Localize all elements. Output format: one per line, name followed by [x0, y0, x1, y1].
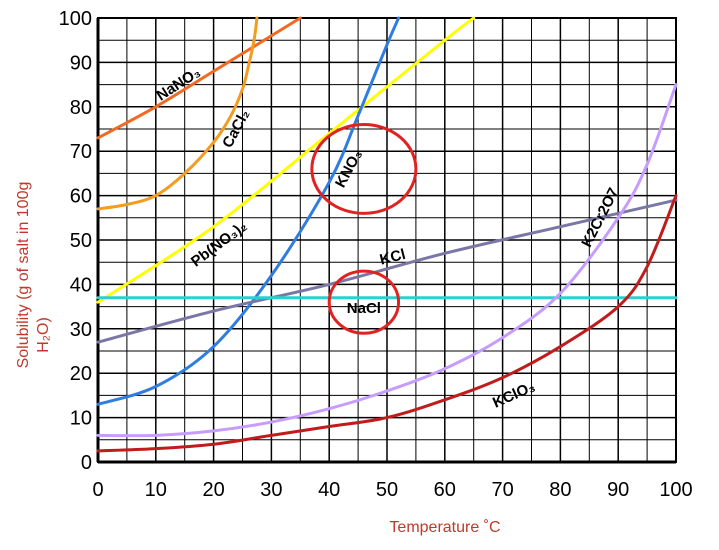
series-line-kcl: [96, 198, 678, 344]
y-tick-label: 80: [70, 97, 92, 119]
y-axis-title: Solubility (g of salt in 100g H₂O): [15, 182, 52, 369]
series-line-cacl2: [96, 16, 259, 211]
y-tick-label: 50: [70, 230, 92, 252]
x-tick-label: 30: [260, 479, 282, 501]
curve-label-kcl: KCl: [378, 246, 407, 269]
tick-labels: 0 10 20 30 40 50 60 70 80 90 100 0 10 20 30 40 50 60 70 80 9…: [59, 8, 693, 501]
highlight-circles: [310, 123, 418, 335]
x-tick-label: 60: [434, 479, 456, 501]
y-tick-label: 60: [70, 186, 92, 208]
series-lines: [96, 16, 678, 453]
x-tick-label: 90: [607, 479, 629, 501]
y-tick-label: 10: [70, 408, 92, 430]
x-tick-label: 70: [491, 479, 513, 501]
x-tick-label: 10: [145, 479, 167, 501]
x-tick-label: 50: [376, 479, 398, 501]
x-axis-title: Temperature ˚C: [389, 519, 500, 536]
y-tick-label: 100: [59, 8, 92, 30]
y-tick-label: 30: [70, 319, 92, 341]
series-line-kno3: [96, 16, 401, 406]
x-tick-label: 100: [659, 479, 692, 501]
x-tick-label: 0: [92, 479, 103, 501]
y-axis-title-line1: Solubility (g of salt in 100g: [15, 182, 32, 369]
y-tick-label: 40: [70, 274, 92, 296]
curve-label-nacl: NaCl: [347, 300, 381, 317]
x-tick-label: 40: [318, 479, 340, 501]
x-tick-label: 20: [202, 479, 224, 501]
highlight-circle-nacl: [327, 269, 401, 335]
y-tick-label: 0: [81, 452, 92, 474]
y-axis-title-line2: H₂O): [35, 317, 52, 353]
x-tick-label: 80: [549, 479, 571, 501]
series-line-pbno32: [96, 16, 476, 304]
series-line-k2cr2o7: [96, 83, 678, 438]
series-line-nano3: [96, 16, 302, 140]
highlight-circle-kno3: [310, 123, 418, 215]
series-line-kclo3: [96, 194, 678, 453]
y-tick-label: 20: [70, 363, 92, 385]
y-tick-label: 90: [70, 52, 92, 74]
y-tick-label: 70: [70, 141, 92, 163]
